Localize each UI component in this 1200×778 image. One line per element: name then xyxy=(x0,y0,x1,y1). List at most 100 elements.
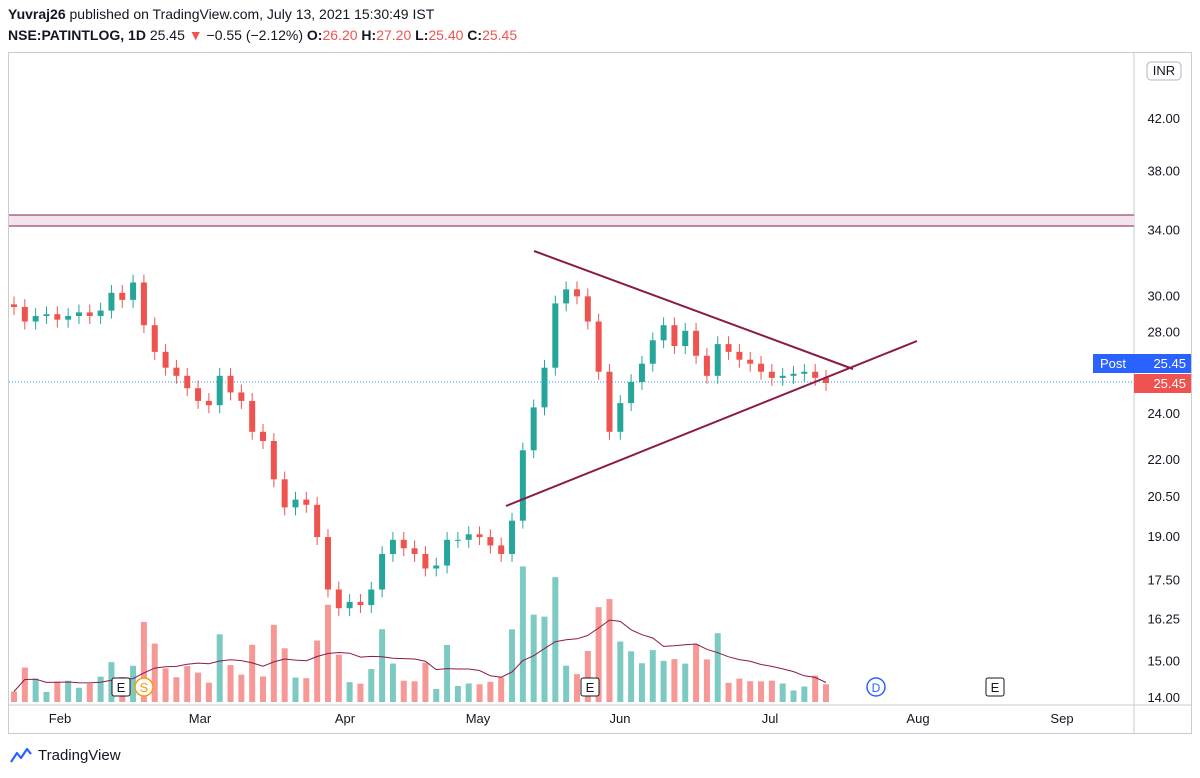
candle-body[interactable] xyxy=(790,373,797,376)
candle-body[interactable] xyxy=(11,304,17,307)
candle-body[interactable] xyxy=(606,371,613,432)
candle-body[interactable] xyxy=(433,565,440,569)
split-icon: S xyxy=(140,680,149,695)
candle-body[interactable] xyxy=(173,367,180,376)
candle-body[interactable] xyxy=(32,316,39,322)
candle-body[interactable] xyxy=(346,601,353,609)
candle-body[interactable] xyxy=(801,371,808,374)
candle-body[interactable] xyxy=(54,314,61,320)
candle-body[interactable] xyxy=(195,388,202,401)
resistance-zone[interactable] xyxy=(9,215,1134,226)
candle-body[interactable] xyxy=(389,539,396,554)
candle-body[interactable] xyxy=(563,289,570,304)
candle-body[interactable] xyxy=(541,367,548,408)
candle-body[interactable] xyxy=(530,407,537,451)
candle-body[interactable] xyxy=(260,431,267,441)
candle-body[interactable] xyxy=(205,400,212,406)
candle-body[interactable] xyxy=(368,589,375,606)
candle-body[interactable] xyxy=(595,321,602,372)
candle-body[interactable] xyxy=(303,499,310,505)
candle-body[interactable] xyxy=(151,325,158,352)
candle-body[interactable] xyxy=(487,537,494,546)
upper-trendline[interactable] xyxy=(533,250,854,370)
y-tick-label: 20.50 xyxy=(1147,489,1180,504)
candle-body[interactable] xyxy=(335,589,342,609)
earnings-marker[interactable]: E xyxy=(580,677,600,697)
candle-body[interactable] xyxy=(314,504,321,538)
candle-body[interactable] xyxy=(812,371,819,378)
candle-body[interactable] xyxy=(509,520,516,554)
candle-body[interactable] xyxy=(736,351,743,360)
candle-body[interactable] xyxy=(216,375,223,406)
author-name[interactable]: Yuvraj26 xyxy=(8,6,66,22)
candle-body[interactable] xyxy=(584,296,591,322)
candle-body[interactable] xyxy=(86,312,93,317)
low-label: L: xyxy=(415,27,429,43)
candle-body[interactable] xyxy=(638,363,645,382)
candle-body[interactable] xyxy=(162,351,169,368)
candle-body[interactable] xyxy=(573,289,580,297)
candle-body[interactable] xyxy=(400,539,407,549)
volume-bar xyxy=(541,616,548,702)
candle-body[interactable] xyxy=(411,548,418,554)
candle-body[interactable] xyxy=(422,553,429,569)
candle-body[interactable] xyxy=(768,371,775,378)
candle-body[interactable] xyxy=(270,440,277,480)
candle-body[interactable] xyxy=(498,545,505,554)
candle-body[interactable] xyxy=(693,330,700,356)
candle-body[interactable] xyxy=(628,381,635,404)
candle-body[interactable] xyxy=(552,303,559,368)
candle-body[interactable] xyxy=(238,392,245,401)
lower-trendline[interactable] xyxy=(505,340,918,507)
candle-body[interactable] xyxy=(140,282,147,326)
x-axis[interactable]: Feb Mar Apr May Jun Jul Aug Sep xyxy=(49,711,1074,726)
candle-body[interactable] xyxy=(108,292,115,311)
candle-body[interactable] xyxy=(823,377,829,384)
candle-body[interactable] xyxy=(75,312,82,317)
candle-body[interactable] xyxy=(324,537,331,590)
candle-body[interactable] xyxy=(649,340,656,364)
volume-bar xyxy=(346,682,353,702)
dividend-marker[interactable]: D xyxy=(866,677,886,697)
candle-body[interactable] xyxy=(660,325,667,341)
candle-body[interactable] xyxy=(725,344,732,352)
candle-body[interactable] xyxy=(703,355,710,376)
candle-body[interactable] xyxy=(97,310,104,317)
candle-body[interactable] xyxy=(465,534,472,540)
volume-bar xyxy=(54,681,61,702)
currency-box[interactable] xyxy=(1146,61,1182,81)
candle-body[interactable] xyxy=(65,316,72,320)
candle-body[interactable] xyxy=(444,539,451,566)
candle-body[interactable] xyxy=(184,375,191,389)
candle-body[interactable] xyxy=(119,292,126,300)
candle-body[interactable] xyxy=(281,479,288,508)
symbol-label[interactable]: NSE:PATINTLOG, 1D xyxy=(8,27,146,43)
candle-body[interactable] xyxy=(779,375,786,378)
candle-body[interactable] xyxy=(476,534,483,538)
candle-body[interactable] xyxy=(747,359,754,364)
earnings-marker[interactable]: E xyxy=(111,677,131,697)
candle-body[interactable] xyxy=(130,282,137,300)
candle-body[interactable] xyxy=(249,400,256,432)
y-axis[interactable]: 42.00 38.00 34.00 30.00 28.00 24.00 22.00 20.50… xyxy=(1147,111,1180,705)
candle-body[interactable] xyxy=(454,539,461,541)
candle-body[interactable] xyxy=(43,314,50,317)
candle-body[interactable] xyxy=(379,553,386,590)
candle-body[interactable] xyxy=(671,325,678,347)
candle-body[interactable] xyxy=(758,363,765,372)
candle-body[interactable] xyxy=(682,330,689,347)
split-marker[interactable]: S xyxy=(134,677,154,697)
candle-body[interactable] xyxy=(617,403,624,432)
high-label: H: xyxy=(361,27,377,43)
candle-body[interactable] xyxy=(714,344,721,376)
footer-brand[interactable]: TradingView xyxy=(10,746,121,764)
volume-bar xyxy=(519,566,526,702)
x-tick-label: May xyxy=(466,711,491,726)
candle-body[interactable] xyxy=(227,375,234,393)
earnings-marker[interactable]: E xyxy=(985,677,1005,697)
candle-body[interactable] xyxy=(519,450,526,521)
candle-body[interactable] xyxy=(21,306,28,322)
candle-body[interactable] xyxy=(357,601,364,606)
candle-body[interactable] xyxy=(292,499,299,508)
